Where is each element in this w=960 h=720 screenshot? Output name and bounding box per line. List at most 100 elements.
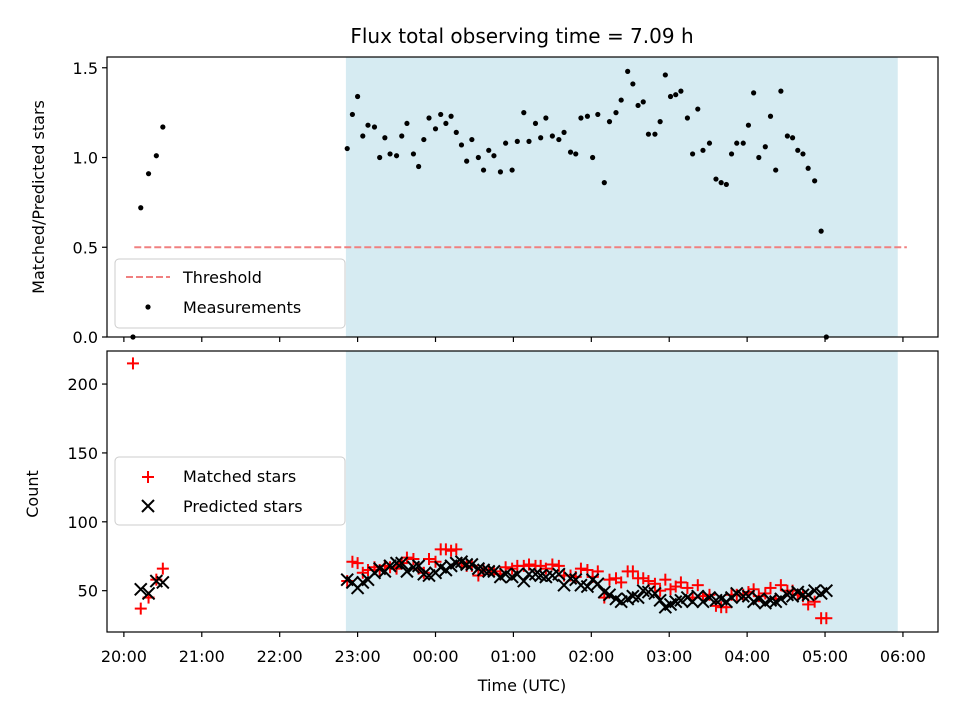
measurement-point [778,88,784,94]
matched-star-point [637,572,650,585]
x-axis-label: Time (UTC) [477,676,566,695]
measurement-point [377,154,383,161]
predicted-star-point [389,556,404,570]
matched-star-point [659,573,672,586]
predicted-star-point [533,568,548,583]
predicted-star-point [801,588,815,602]
top-legend-box [114,258,346,329]
legend-matched-label: Matched stars [183,467,296,486]
measurement-point [728,151,735,157]
measurement-point [503,140,509,146]
measurement-point [453,129,459,135]
measurement-point [584,113,591,119]
measurement-point [432,126,439,132]
measurement-point [740,140,746,146]
measurement-point [795,147,801,153]
measurement-point [486,147,492,153]
measurement-point [138,205,144,211]
measurement-point [573,151,579,157]
top-y-axis-label: Matched/Predicted stars [29,100,48,294]
predicted-star-point [631,590,645,605]
predicted-star-point [400,564,414,579]
matched-star-point [648,577,661,590]
predicted-star-point [411,559,426,573]
measurement-point [789,135,796,141]
x-tick-label: 03:00 [646,647,692,666]
measurement-point [812,178,818,184]
measurement-point [578,115,584,121]
measurement-point [438,111,444,118]
measurement-point [360,133,366,139]
measurement-point [365,122,371,128]
measurement-point [745,122,752,128]
measurement-point [354,93,361,100]
y-tick-label: 50 [78,582,98,601]
measurement-point [667,93,674,100]
measurement-point [630,81,636,87]
predicted-star-point [459,557,474,572]
chart-title: Flux total observing time = 7.09 h [350,24,693,48]
predicted-star-point [471,561,486,576]
measurement-point [662,72,668,78]
measurement-point [514,138,520,144]
measurement-point [618,97,624,103]
measurement-point [464,158,470,164]
predicted-star-point [395,556,409,570]
predicted-star-point [696,594,710,609]
measurement-point [145,171,152,177]
predicted-star-point [482,564,496,579]
measurement-point [751,90,757,96]
predicted-star-point [736,589,750,603]
measurement-point [723,181,729,188]
predicted-star-point [522,567,536,581]
matched-star-point [552,559,565,572]
y-tick-label: 0.0 [73,328,98,347]
predicted-star-point [774,592,788,606]
x-tick-label: 23:00 [335,647,381,666]
matched-star-point [603,573,616,586]
matched-star-point [134,602,147,615]
measurement-point [652,131,658,137]
measurement-point [601,180,607,186]
matched-star-point [407,552,420,565]
top-y-axis: 0.0 0.5 1.0 1.5 [73,59,107,347]
y-tick-label: 1.0 [73,149,98,168]
matched-star-point [450,543,463,556]
predicted-star-point [417,567,431,581]
measurement-point [695,106,701,112]
measurement-point [689,151,696,157]
measurement-point [421,136,427,143]
top-observing-window [345,57,898,337]
bottom-y-axis-label: Count [23,470,42,518]
measurement-point [567,149,574,155]
matched-star-point [808,595,821,608]
x-tick-label: 05:00 [802,647,848,666]
measurement-point [718,180,724,186]
measurement-point [371,124,378,130]
measurement-point [469,136,475,143]
predicted-star-point [602,588,617,602]
measurement-point [556,136,562,143]
measurement-point [756,154,762,161]
predicted-star-point [780,588,795,602]
y-tick-label: 0.5 [73,238,98,257]
matched-star-point [546,558,559,571]
measurement-point [526,138,532,144]
matched-star-point [626,565,639,578]
measurement-point [349,111,356,118]
top-panel: 0.0 0.5 1.0 1.5 Matched/Predicted stars Thr… [29,56,939,347]
measurement-point [521,110,527,116]
measurement-point [561,129,567,135]
measurement-point [426,115,432,121]
measurement-point [640,99,646,105]
predicted-star-point [141,586,156,601]
predicted-star-point [653,593,667,608]
measurement-point [509,167,515,173]
measurement-point [767,113,774,119]
matched-star-point [445,544,458,557]
predicted-star-point [134,582,148,597]
measurement-point [382,135,388,141]
measurement-point [700,147,706,153]
bottom-panel: 50 100 150 200 20:00 21:00 22:00 23:00 00:00 01:… [23,350,939,695]
measurement-point [800,151,806,157]
